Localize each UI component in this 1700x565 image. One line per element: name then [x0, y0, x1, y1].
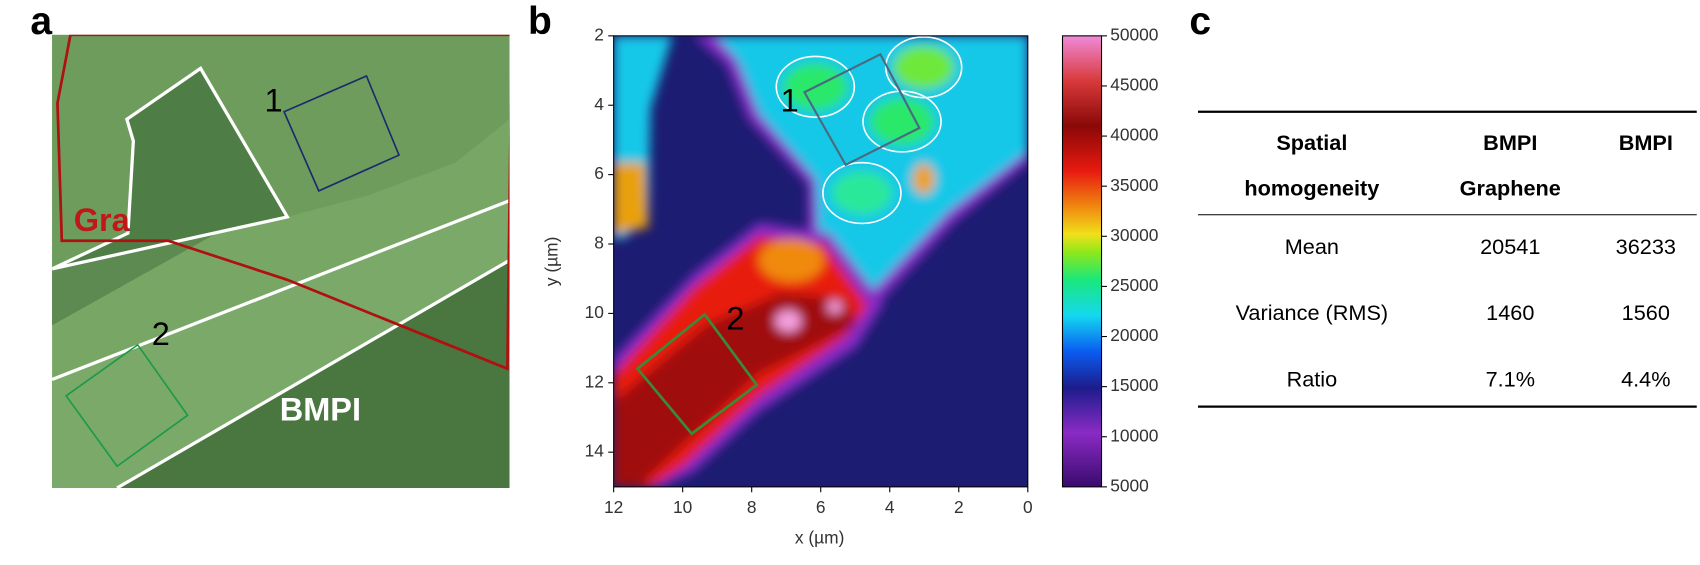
y-tick-label: 4 [594, 94, 604, 114]
table-cell: 4.4% [1621, 366, 1670, 391]
micrograph [52, 34, 510, 488]
heatmap [613, 35, 1028, 487]
table-header: Spatial [1276, 130, 1347, 155]
colorbar-tick-label: 30000 [1110, 225, 1158, 245]
panel-label: a [30, 0, 52, 43]
colorbar-tick-label: 5000 [1110, 475, 1149, 495]
y-tick-label: 8 [594, 233, 604, 253]
box-label: 1 [781, 83, 799, 119]
colorbar-tick-label: 40000 [1110, 125, 1158, 145]
table-header: homogeneity [1244, 176, 1379, 201]
colorbar-tick-label: 20000 [1110, 325, 1158, 345]
box-label: 2 [152, 316, 170, 352]
table-cell: Ratio [1287, 366, 1338, 391]
table-cell: 7.1% [1486, 366, 1535, 391]
table-cell: 36233 [1616, 234, 1676, 259]
colorbar-tick-label: 45000 [1110, 75, 1158, 95]
colorbar-tick-label: 25000 [1110, 275, 1158, 295]
x-axis-label: x (µm) [795, 527, 844, 547]
x-tick-label: 10 [673, 497, 692, 517]
colorbar-tick-label: 15000 [1110, 375, 1158, 395]
table-header: BMPI [1619, 130, 1673, 155]
x-tick-label: 0 [1023, 497, 1033, 517]
table-cell: 1560 [1622, 300, 1670, 325]
y-tick-label: 12 [585, 371, 604, 391]
region-label: BMPI [280, 392, 361, 428]
panel-label: c [1189, 0, 1211, 43]
box-label: 2 [726, 301, 744, 337]
box-label: 1 [265, 83, 283, 119]
table-header: Graphene [1460, 176, 1561, 201]
colorbar [1061, 35, 1103, 488]
x-tick-label: 4 [885, 497, 895, 517]
y-axis-label: y (µm) [542, 237, 562, 286]
table-cell: 20541 [1480, 234, 1540, 259]
table-cell: Variance (RMS) [1236, 300, 1389, 325]
colorbar-tick-label: 50000 [1110, 24, 1158, 44]
region-label: Gra [74, 202, 131, 238]
y-tick-label: 10 [585, 302, 604, 322]
x-tick-label: 8 [747, 497, 757, 517]
x-tick-label: 12 [604, 497, 623, 517]
table-header: BMPI [1483, 130, 1537, 155]
table-cell: 1460 [1486, 300, 1534, 325]
y-tick-label: 2 [594, 24, 604, 44]
colorbar-tick-label: 35000 [1110, 175, 1158, 195]
x-tick-label: 6 [816, 497, 826, 517]
panel-label: b [528, 0, 552, 43]
y-tick-label: 14 [585, 441, 605, 461]
y-tick-label: 6 [594, 163, 604, 183]
colorbar-tick-label: 10000 [1110, 425, 1158, 445]
x-tick-label: 2 [954, 497, 964, 517]
table-cell: Mean [1285, 234, 1339, 259]
